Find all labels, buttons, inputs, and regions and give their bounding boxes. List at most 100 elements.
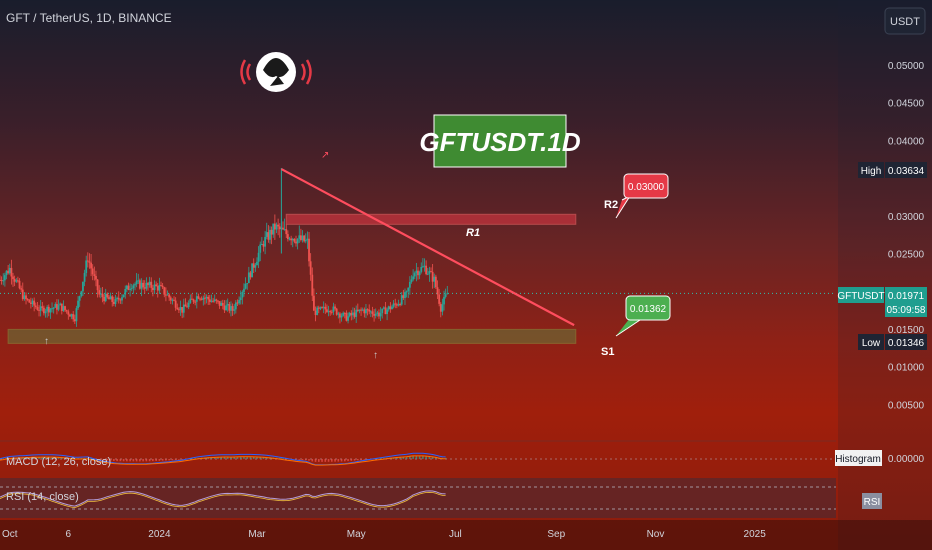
candle-body (161, 285, 164, 288)
candle-body (3, 275, 6, 281)
macd-histogram-bar (233, 456, 236, 459)
candle-body (189, 298, 192, 303)
candle-body (322, 306, 325, 308)
candle-body (426, 273, 429, 275)
macd-histogram-bar (139, 459, 141, 462)
candle-body (217, 300, 219, 302)
candle-body (228, 304, 231, 311)
macd-label[interactable]: MACD (12, 26, close) (6, 456, 111, 468)
macd-histogram-bar (444, 457, 447, 459)
candle-body (291, 238, 294, 241)
candle-body (197, 296, 200, 299)
candle-body (260, 244, 263, 246)
candle-body (208, 299, 211, 302)
candle-body (221, 302, 224, 306)
candle-body (231, 306, 234, 311)
macd-histogram-bar (350, 459, 353, 461)
candle-body (373, 313, 375, 316)
candle-body (436, 287, 439, 295)
candle-body (368, 309, 371, 312)
candle-body (382, 307, 385, 309)
candle-body (95, 275, 97, 280)
candle-body (148, 281, 151, 286)
rsi-label[interactable]: RSI (14, close) (6, 491, 79, 503)
candle-body (8, 267, 11, 274)
candle-body (192, 299, 195, 302)
macd-histogram-bar (412, 456, 414, 459)
candle-body (358, 309, 361, 311)
candle-body (420, 266, 423, 272)
candle-body (273, 223, 276, 230)
candle-body (65, 310, 68, 312)
candle-body (26, 298, 29, 300)
candle-body (234, 302, 237, 310)
currency-button[interactable]: USDT (884, 7, 926, 35)
bar-countdown: 05:09:58 (887, 305, 926, 316)
macd-histogram-bar (90, 458, 92, 459)
candle-body (381, 308, 384, 314)
macd-histogram-bar (357, 459, 359, 461)
candle-body (275, 224, 278, 230)
macd-histogram-bar (262, 456, 265, 459)
candle-body (296, 238, 299, 244)
candle-body (345, 313, 348, 321)
candle-body (166, 294, 169, 296)
candle-body (204, 297, 206, 299)
candle-body (10, 267, 13, 277)
current-symbol-label: GFTUSDT (837, 291, 884, 302)
candle-body (360, 309, 362, 311)
candle-body (374, 313, 377, 316)
high-badge: High 0.03634 (858, 162, 927, 178)
time-axis-panel (0, 520, 932, 550)
candle-body (225, 305, 227, 311)
macd-histogram-bar (422, 456, 424, 459)
candle-body (112, 301, 115, 305)
candle-body (316, 307, 319, 316)
candle-body (156, 285, 159, 291)
candle-body (16, 280, 19, 282)
candle-body (73, 319, 76, 322)
macd-histogram-bar (28, 457, 31, 459)
candle-body (70, 314, 73, 317)
candle-body (378, 312, 380, 317)
candle-body (64, 306, 66, 311)
time-tick-label: Nov (647, 529, 665, 540)
candle-body (119, 299, 122, 301)
candle-body (130, 288, 133, 290)
macd-histogram-bar (327, 459, 330, 462)
macd-histogram-bar (418, 456, 421, 459)
candle-body (179, 307, 182, 311)
price-tick-label: 0.05000 (888, 61, 925, 72)
candle-body (226, 304, 229, 306)
support-zone (7, 328, 577, 344)
candle-body (7, 270, 10, 274)
candle-body (299, 235, 302, 241)
macd-histogram-bar (174, 459, 177, 460)
candle-body (210, 300, 213, 302)
candle-body (293, 238, 296, 242)
candle-body (173, 299, 175, 301)
candle-body (30, 302, 32, 304)
macd-histogram-bar (126, 459, 128, 462)
macd-histogram-bar (256, 456, 258, 459)
candle-body (33, 300, 36, 306)
candle-body (178, 309, 180, 311)
macd-histogram-bar (363, 459, 366, 460)
macd-histogram-bar (178, 459, 180, 460)
candle-body (278, 226, 281, 230)
descending-trendline[interactable] (280, 168, 575, 327)
price-tick-label: 0.00500 (888, 400, 925, 411)
macd-histogram-bar (106, 459, 109, 461)
macd-signal-line (0, 455, 446, 466)
candle-body (365, 309, 367, 314)
candle-body (142, 282, 145, 288)
candle-body (371, 311, 374, 314)
candle-body (143, 287, 146, 289)
macd-histogram-bar (116, 459, 118, 462)
candle-body (264, 236, 267, 247)
macd-histogram-bar (278, 458, 281, 459)
candle-body (96, 279, 99, 291)
candle-body (334, 306, 336, 309)
